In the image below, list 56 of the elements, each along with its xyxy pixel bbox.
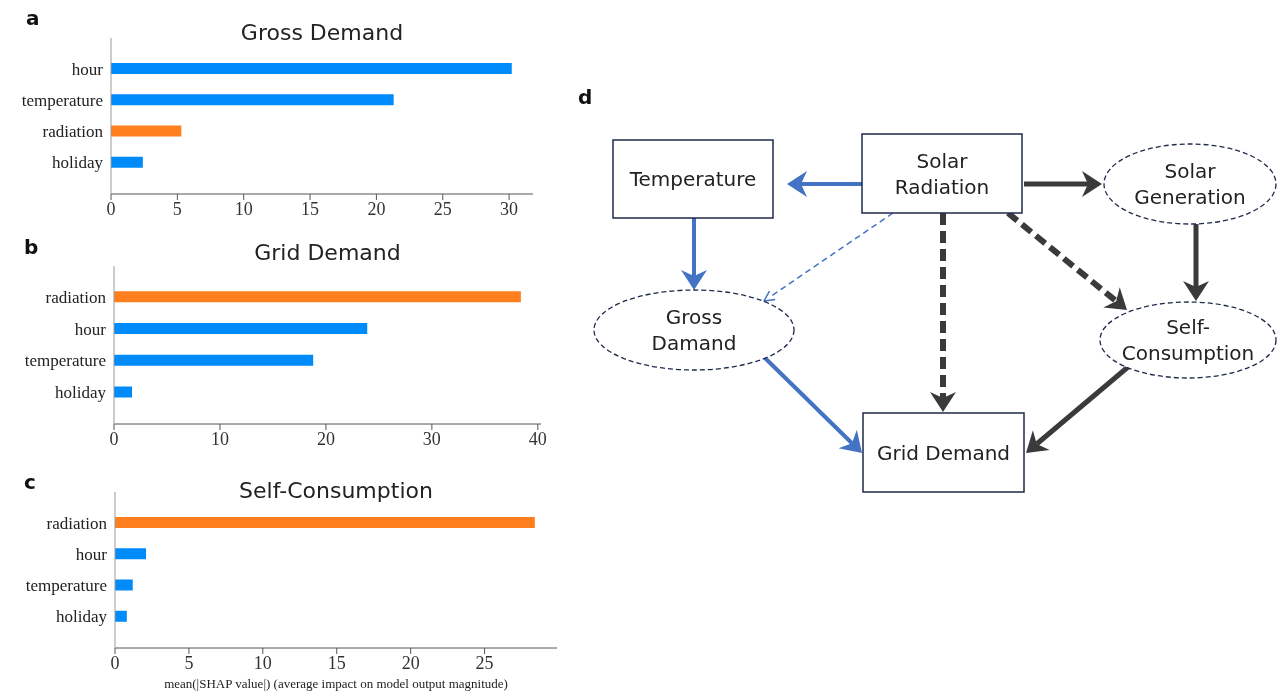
text: d — [578, 85, 593, 109]
bar — [111, 94, 394, 106]
y-tick-label: radiation — [46, 513, 108, 533]
bar — [115, 610, 127, 622]
bar — [111, 63, 512, 74]
bar — [111, 156, 143, 168]
x-tick-label: 0 — [110, 652, 120, 673]
text: b — [24, 235, 39, 259]
bar — [114, 354, 314, 366]
x-tick-label: 0 — [109, 428, 119, 449]
y-tick-label: radiation — [42, 122, 104, 142]
y-tick-label: radiation — [45, 287, 107, 307]
x-tick-label: 25 — [475, 652, 494, 673]
bar — [115, 548, 147, 560]
x-axis-title: mean(|SHAP value|) (average impact on model output magnitude) — [163, 676, 509, 691]
y-tick-label: holiday — [52, 153, 104, 173]
x-tick-label: 20 — [367, 198, 386, 219]
y-tick-label: hour — [71, 59, 104, 79]
bar — [115, 517, 535, 528]
x-tick-label: 30 — [422, 428, 441, 449]
y-tick-label: temperature — [21, 90, 103, 110]
y-tick-label: holiday — [56, 607, 108, 627]
bar — [115, 579, 133, 591]
text: c — [24, 470, 36, 494]
text: Self-Consumption — [1121, 315, 1255, 365]
text: Gross Damand — [651, 305, 737, 355]
bar — [114, 386, 133, 398]
x-tick-label: 5 — [172, 198, 182, 219]
text: Temperature — [628, 167, 757, 191]
x-tick-label: 20 — [316, 428, 335, 449]
y-tick-label: temperature — [24, 351, 106, 371]
x-tick-label: 10 — [210, 428, 229, 449]
x-tick-label: 40 — [528, 428, 547, 449]
bar — [111, 125, 182, 137]
bar — [114, 291, 521, 303]
text: Grid Demand — [876, 440, 1011, 465]
chart-title: Self-Consumption — [238, 477, 434, 505]
y-tick-label: hour — [74, 319, 107, 339]
chart-title: Grid Demand — [253, 239, 402, 267]
text: Solar Generation — [1134, 159, 1246, 209]
text: Solar Radiation — [894, 148, 990, 199]
text: a — [26, 6, 40, 30]
x-tick-label: 20 — [401, 652, 420, 673]
x-tick-label: 30 — [500, 198, 519, 219]
x-tick-label: 10 — [253, 652, 272, 673]
x-tick-label: 25 — [433, 198, 452, 219]
bar — [114, 322, 368, 334]
x-tick-label: 5 — [184, 652, 194, 673]
y-tick-label: temperature — [25, 576, 107, 596]
x-tick-label: 15 — [301, 198, 320, 219]
x-tick-label: 10 — [234, 198, 253, 219]
chart-title: Gross Demand — [239, 19, 405, 47]
x-tick-label: 0 — [106, 198, 116, 219]
y-tick-label: holiday — [55, 383, 107, 403]
y-tick-label: hour — [75, 544, 108, 564]
x-tick-label: 15 — [327, 652, 346, 673]
